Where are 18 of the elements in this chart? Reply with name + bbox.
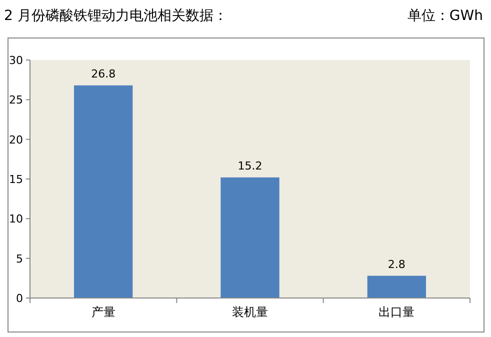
data-label: 2.8 [388,258,406,271]
chart-title: 2 月份磷酸铁锂动力电池相关数据： [4,8,228,24]
bar [367,276,426,298]
x-tick-label: 出口量 [378,305,415,319]
text: 单位：GWh [407,8,483,24]
x-tick-label: 装机量 [232,305,268,319]
y-tick-label: 25 [9,94,23,107]
y-tick-label: 15 [9,173,23,186]
y-tick-label: 20 [9,133,23,146]
x-tick-label: 产量 [91,305,116,319]
bar [74,85,133,298]
data-label: 26.8 [91,67,116,80]
data-label: 15.2 [238,159,262,172]
y-tick-label: 5 [16,252,23,266]
y-tick-label: 0 [16,292,23,305]
bar [220,177,280,298]
y-tick-label: 30 [9,54,23,67]
y-tick-label: 10 [9,212,23,226]
